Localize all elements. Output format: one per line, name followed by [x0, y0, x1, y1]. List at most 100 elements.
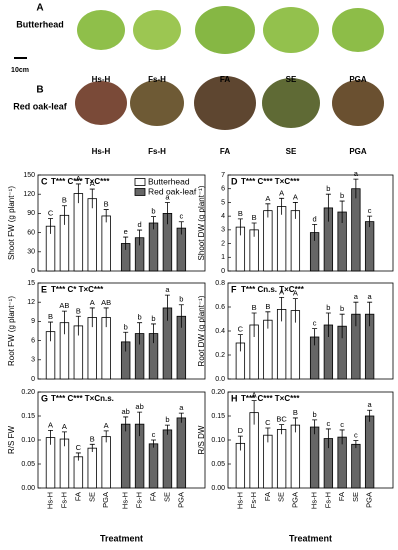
- x-tick-label: FA: [148, 492, 157, 501]
- bar: [351, 188, 361, 272]
- bar: [148, 443, 159, 489]
- significance: T*** Cn.s. T×C***: [241, 285, 305, 294]
- photo-label: Hs-H: [92, 75, 111, 84]
- y-axis-label: Root FW (g plant⁻¹): [7, 296, 16, 366]
- y-tick-label: 5: [221, 199, 225, 206]
- error-bar: [123, 331, 129, 352]
- x-tick-label: Hs-H: [46, 492, 55, 509]
- x-tick-label: FA: [263, 492, 272, 501]
- significance-letter: c: [179, 212, 183, 221]
- y-tick-label: 9: [31, 318, 35, 325]
- x-tick-label: SE: [162, 492, 171, 502]
- panel: 0.0 0.2 0.4 0.6 0.8 Root DW (g plant⁻¹) F T*** …: [197, 280, 394, 383]
- error-bar: [237, 218, 243, 236]
- significance-letter: e: [124, 227, 128, 236]
- photo-label: Hs-H: [92, 147, 111, 156]
- error-bar: [367, 301, 373, 327]
- significance-letter: C: [48, 209, 54, 218]
- error-bar: [89, 307, 95, 328]
- error-bar: [75, 315, 81, 336]
- bar: [364, 221, 375, 272]
- y-tick-label: 15: [27, 280, 35, 287]
- error-bar: [292, 298, 298, 323]
- y-tick-label: 7: [221, 172, 225, 179]
- error-bar: [178, 412, 184, 423]
- significance-letter: a: [368, 292, 373, 301]
- significance-letter: B: [252, 303, 257, 312]
- panel-letter: A: [36, 3, 43, 14]
- error-bar: [103, 209, 109, 223]
- significance-letter: b: [138, 313, 142, 322]
- significance-letter: b: [326, 184, 330, 193]
- significance-letter: A: [62, 422, 67, 431]
- panel-letter: H: [231, 393, 238, 403]
- y-tick-label: 0.05: [211, 461, 225, 468]
- error-bar: [164, 424, 170, 435]
- error-bar: [61, 310, 67, 335]
- y-tick-label: 0.10: [21, 437, 35, 444]
- y-axis-label: R/S FW: [7, 426, 16, 454]
- error-bar: [325, 428, 331, 449]
- y-tick-label: 0.20: [211, 389, 225, 396]
- error-bar: [75, 452, 81, 461]
- error-bar: [353, 178, 359, 199]
- error-bar: [279, 297, 285, 322]
- y-tick-label: 0.0: [215, 376, 225, 383]
- significance-letter: B: [238, 209, 243, 218]
- error-bar: [123, 416, 129, 432]
- significance-letter: b: [165, 415, 169, 424]
- error-bar: [312, 419, 318, 435]
- row-label: Red oak-leaf: [13, 101, 68, 111]
- error-bar: [123, 236, 129, 250]
- x-tick-label: Fs-H: [135, 492, 144, 508]
- y-tick-label: 0.15: [21, 413, 35, 420]
- significance-letter: c: [368, 206, 372, 215]
- bar: [263, 319, 273, 380]
- bar: [148, 222, 159, 272]
- significance-letter: b: [340, 191, 344, 200]
- x-tick-label: PGA: [176, 492, 185, 508]
- error-bar: [265, 203, 271, 218]
- y-tick-label: 120: [23, 191, 35, 198]
- bar: [45, 437, 56, 489]
- significance-letter: B: [62, 196, 67, 205]
- y-tick-label: 0.10: [211, 437, 225, 444]
- error-bar: [279, 424, 285, 435]
- significance: T*** C*** T×C***: [51, 177, 110, 186]
- y-tick-label: 6: [31, 337, 35, 344]
- significance-letter: D: [238, 426, 244, 435]
- error-bar: [48, 430, 54, 445]
- significance-letter: c: [152, 430, 156, 439]
- bar: [309, 426, 320, 489]
- y-tick-label: 30: [27, 249, 35, 256]
- error-bar: [48, 218, 54, 234]
- y-tick-label: 6: [221, 186, 225, 193]
- significance-letter: A: [279, 287, 284, 296]
- error-bar: [75, 183, 81, 204]
- error-bar: [251, 400, 257, 425]
- bar: [73, 456, 84, 489]
- bar: [290, 424, 301, 489]
- error-bar: [292, 202, 298, 219]
- significance-letter: B: [90, 434, 95, 443]
- significance-letter: a: [179, 403, 184, 412]
- x-tick-label: PGA: [290, 492, 299, 508]
- error-bar: [353, 301, 359, 327]
- photo-label: FA: [220, 147, 230, 156]
- bar: [337, 436, 347, 489]
- legend-swatch: [134, 188, 146, 196]
- error-bar: [89, 188, 95, 209]
- error-bar: [48, 321, 54, 342]
- significance-letter: C: [76, 443, 82, 452]
- error-bar: [164, 202, 170, 225]
- y-tick-label: 90: [27, 210, 35, 217]
- bar: [276, 206, 287, 272]
- significance-letter: a: [354, 169, 359, 178]
- significance: T*** C*** T×C***: [241, 394, 300, 403]
- error-bar: [367, 409, 373, 422]
- photo-label: PGA: [349, 147, 367, 156]
- panel: 0 1 2 3 4 5 6 7 Shoot DW (g plant⁻¹) D T*** C*** T…: [197, 169, 394, 275]
- significance-letter: b: [151, 207, 155, 216]
- error-bar: [137, 411, 143, 437]
